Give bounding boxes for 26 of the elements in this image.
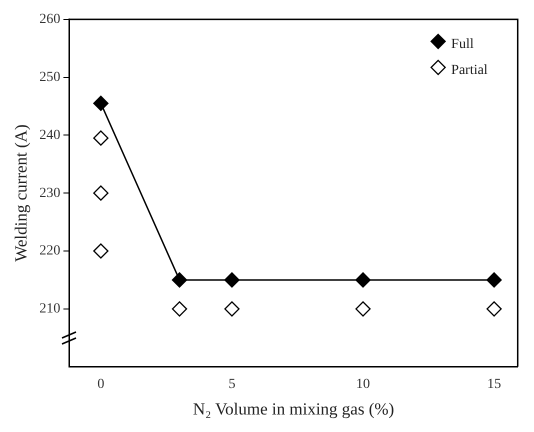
x-tick-label: 10: [356, 376, 370, 392]
x-axis-title: N₂ Volume in mixing gas (%): [192, 399, 394, 418]
y-tick-label: 260: [39, 12, 60, 28]
point: [224, 272, 240, 288]
point: [93, 130, 109, 146]
point: [355, 301, 371, 317]
y-tick-label: 230: [39, 186, 60, 201]
point: [172, 272, 188, 288]
y-axis-title: Welding current (A): [12, 124, 31, 262]
y-tick-label: 240: [39, 128, 60, 143]
point: [93, 96, 109, 112]
point: [224, 301, 240, 317]
legend-label: Partial: [451, 63, 488, 78]
x-tick-label: 15: [487, 376, 502, 392]
point: [486, 272, 502, 288]
point: [355, 272, 371, 288]
y-tick-label: 220: [39, 244, 60, 259]
point: [93, 243, 109, 259]
y-tick-label: 210: [39, 302, 60, 317]
point: [486, 301, 502, 317]
y-tick-label: 250: [39, 70, 60, 85]
x-tick-label: 0: [97, 376, 104, 392]
legend-label: Full: [451, 37, 474, 52]
point: [93, 185, 109, 201]
x-tick-label: 5: [228, 376, 236, 392]
point: [172, 301, 188, 317]
